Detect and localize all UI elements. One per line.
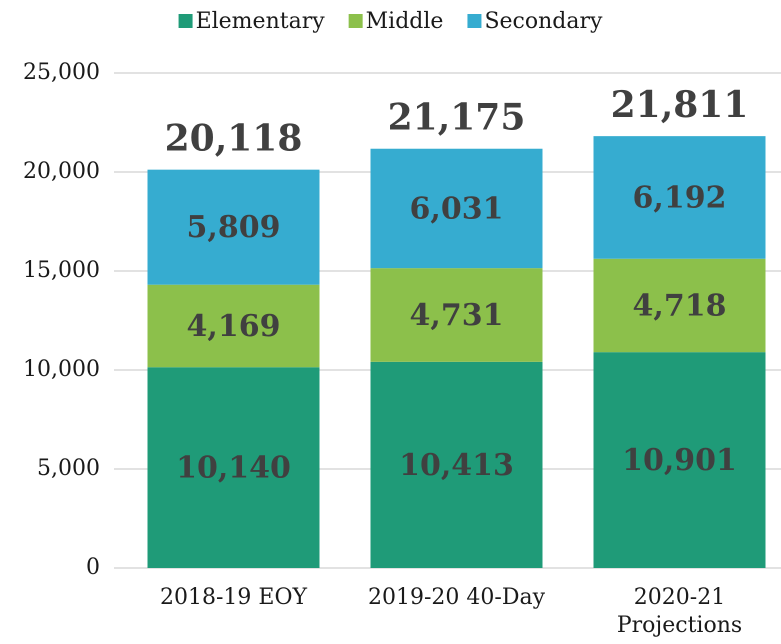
data-label: 4,731 [410,298,504,333]
bar-segment [593,136,766,259]
y-tick-label: 5,000 [37,456,100,481]
legend: Elementary Middle Secondary [178,9,603,34]
legend-label: Secondary [484,9,603,34]
bar-segment [593,258,766,353]
y-tick-label: 10,000 [23,357,100,382]
data-label: 4,718 [633,288,727,323]
total-label: 21,811 [611,84,749,126]
y-tick-label: 15,000 [23,258,100,283]
data-label: 6,192 [633,180,727,215]
x-tick-label-line: Projections [617,613,742,638]
x-tick-label: 2020-21 Projections [617,585,742,638]
bar-segment [147,169,320,285]
legend-label: Middle [366,9,444,34]
x-tick-label: 2018-19 EOY [160,585,308,610]
legend-item: Secondary [467,9,603,34]
data-label: 4,169 [187,309,281,344]
bar-segment [370,148,543,269]
data-label: 10,901 [622,443,737,478]
legend-swatch [348,14,363,28]
bar-segment [147,284,320,368]
data-label: 6,031 [410,191,504,226]
data-label: 10,140 [176,451,291,486]
legend-item: Elementary [178,9,326,34]
total-label: 21,175 [388,97,526,139]
bar-segment [147,367,320,568]
bar-segment [370,361,543,568]
legend-swatch [178,14,193,28]
data-label: 5,809 [187,210,281,245]
x-tick-label-line: 2020-21 [634,585,725,610]
legend-label: Elementary [196,9,326,34]
legend-swatch [467,14,482,28]
total-label: 20,118 [165,118,303,160]
y-tick-label: 0 [86,555,100,580]
y-tick-label: 25,000 [23,60,100,85]
bar-segment [370,268,543,362]
legend-item: Middle [348,9,444,34]
bar-segment [593,352,766,568]
data-label: 10,413 [399,448,514,483]
x-tick-label: 2019-20 40-Day [368,585,546,610]
y-tick-label: 20,000 [23,159,100,184]
